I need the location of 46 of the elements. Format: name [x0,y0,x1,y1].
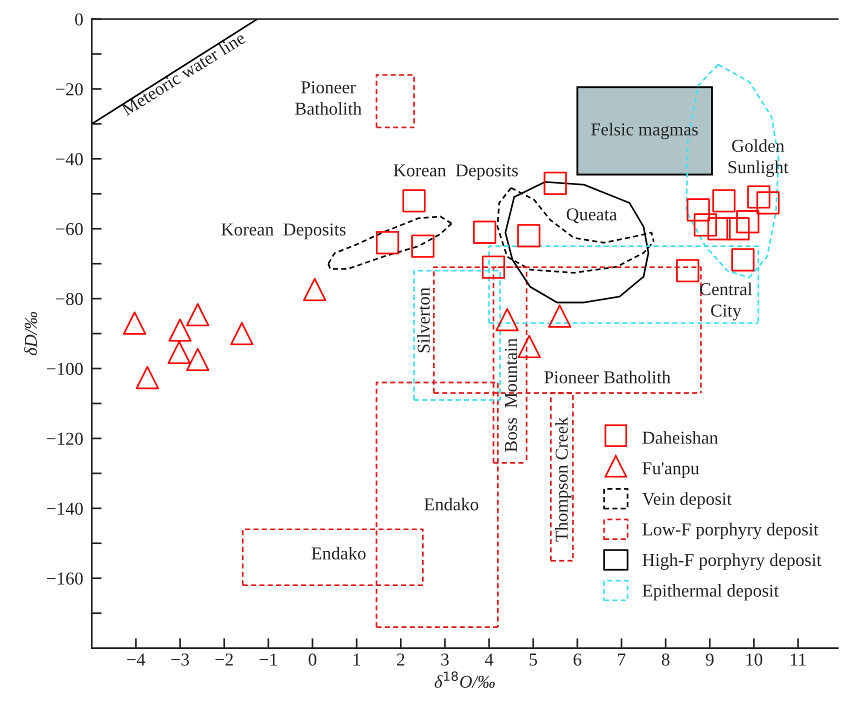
annotation: Central City [700,282,752,320]
y-axis-title: δD/‰ [24,312,38,356]
y-tick-label: 0 [75,13,83,26]
x-tick-label: 1 [354,654,360,666]
x-tick-label: −3 [171,654,189,666]
x-tick-label: 11 [790,654,806,666]
annotation: Korean Deposits [221,223,346,240]
annotation: Endako [424,498,478,510]
annotation: Boss Mountain [504,338,518,452]
x-tick-label: 2 [397,654,404,666]
y-tick-label: −40 [56,153,83,166]
annotation: Thompson Creek [555,417,572,542]
legend-label: Fu'anpu [642,462,700,478]
y-tick-label: −160 [47,572,83,585]
x-tick-label: 4 [484,654,494,666]
x-tick-label: 5 [530,654,538,666]
legend-label: Vein deposit [642,492,732,509]
annotation: Endako [312,546,366,560]
y-tick-label: −80 [56,292,83,306]
x-tick-label: 3 [441,654,449,666]
y-tick-label: −60 [56,223,83,236]
y-tick-label: −140 [47,502,83,515]
x-tick-label: 9 [706,654,714,666]
y-tick-label: −100 [47,362,83,375]
legend-label: Epithermal deposit [642,584,779,600]
x-tick-label: −2 [216,654,233,666]
x-axis-title: δ$^{18}$O/‰ [434,671,495,688]
legend-label: Low-F porphyry deposit [642,522,818,540]
x-tick-label: 0 [308,653,316,666]
annotation: Pioneer Batholith [295,81,362,115]
legend-label: Daheishan [642,431,718,444]
legend-label: High-F porphyry deposit [642,553,822,570]
annotation: Felsic magmas [591,122,698,140]
x-tick-label: 10 [746,653,762,666]
x-tick-label: 7 [618,654,626,666]
annotation: Pioneer Batholith [544,370,670,384]
x-tick-label: 8 [662,653,670,666]
x-tick-label: −1 [260,654,277,666]
x-tick-label: −4 [127,654,146,666]
x-tick-label: 6 [574,654,582,666]
y-tick-label: −120 [47,432,83,445]
annotation: Korean Deposits [394,164,518,180]
annotation: Golden Sunlight [728,139,788,177]
annotation: Silverton [417,288,430,352]
y-tick-label: −20 [56,83,83,96]
annotation: Queata [566,208,617,224]
